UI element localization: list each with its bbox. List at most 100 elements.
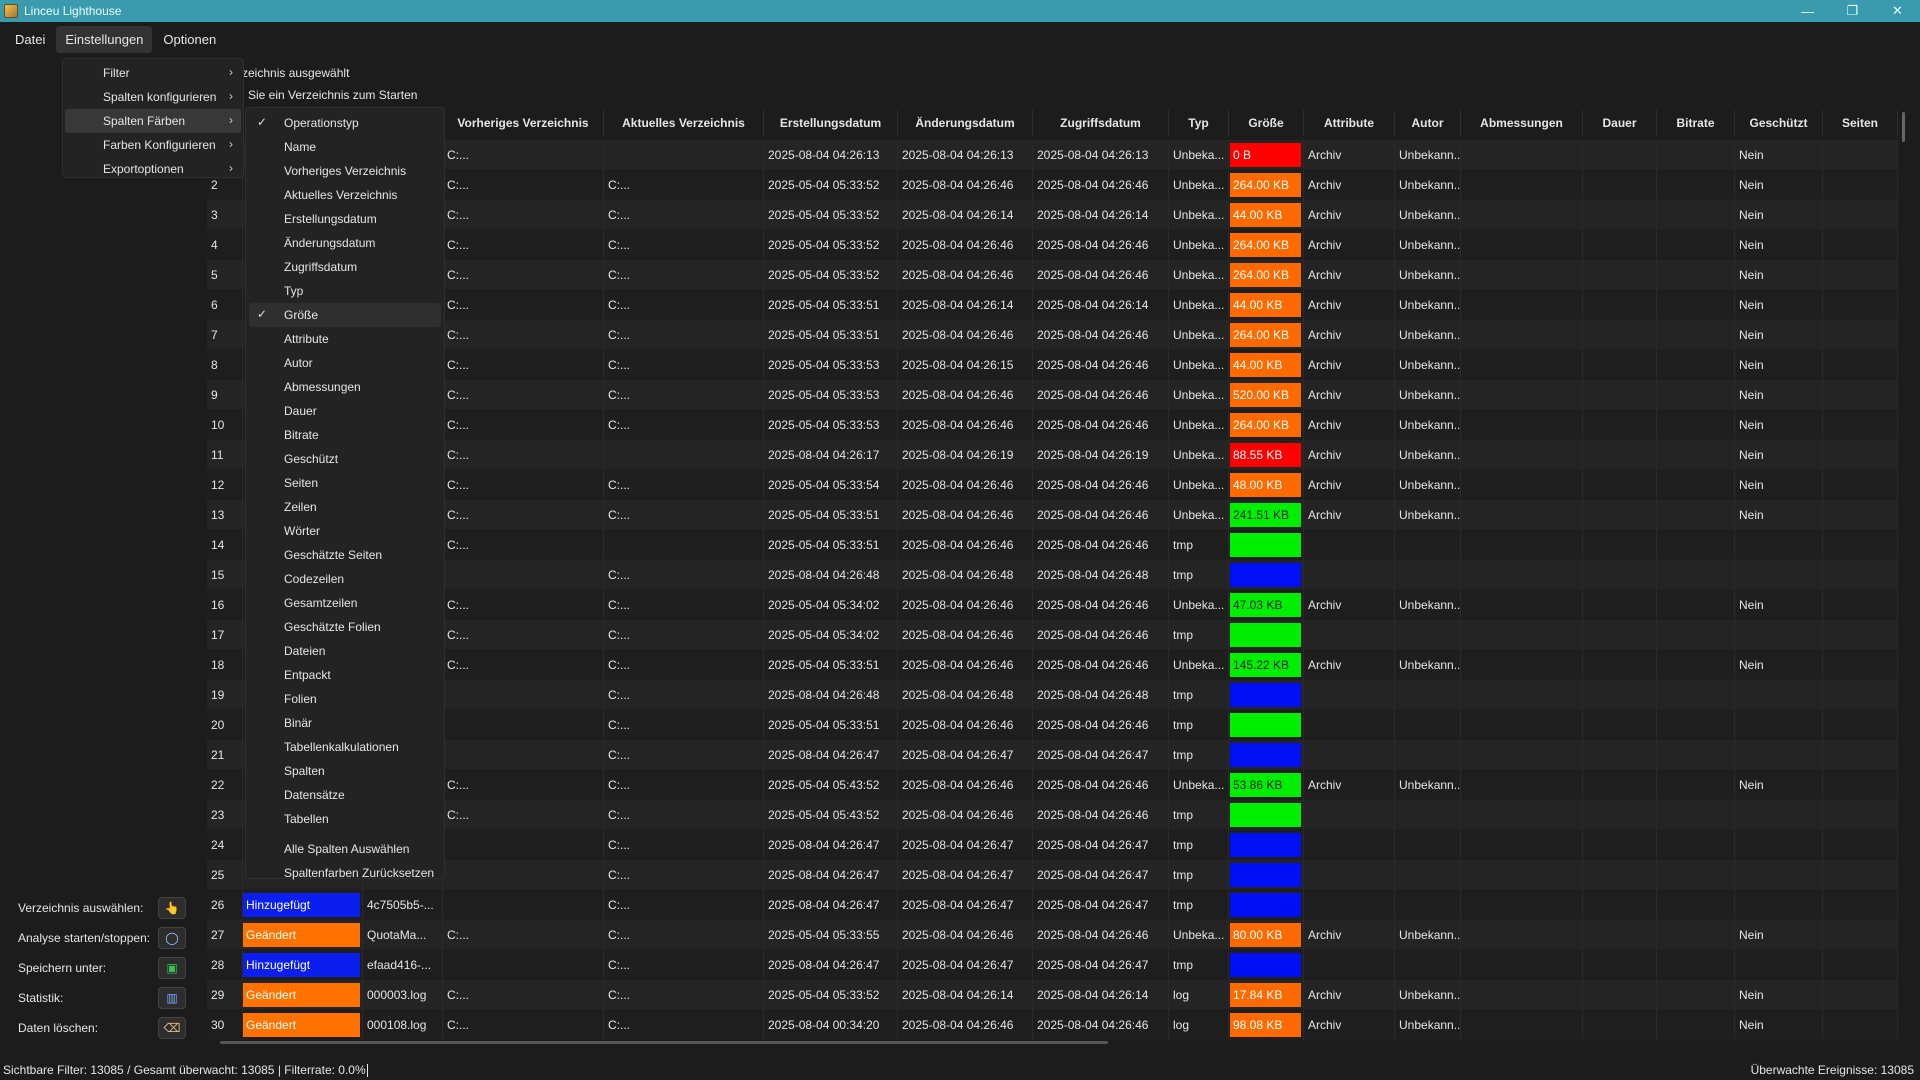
column-header[interactable]: Attribute <box>1304 110 1395 136</box>
table-row[interactable]: 24 C:... 2025-08-04 04:26:47 2025-08-04 04:… <box>207 830 1898 860</box>
table-row[interactable]: 22 C:... C:... 2025-05-04 05:43:52 2025-08-0… <box>207 770 1898 800</box>
column-header[interactable]: Dauer <box>1583 110 1657 136</box>
size-badge <box>1230 863 1301 887</box>
color-column-option[interactable]: ✓ Operationstyp <box>249 111 441 135</box>
stats-icon[interactable]: ▥ <box>158 987 186 1009</box>
table-row[interactable]: 8 C:... C:... 2025-05-04 05:33:53 2025-08-04… <box>207 350 1898 380</box>
select-all-columns-item[interactable]: Alle Spalten Auswählen <box>284 842 410 856</box>
table-row[interactable]: 11 C:... 2025-08-04 04:26:17 2025-08-04 04:… <box>207 440 1898 470</box>
table-row[interactable]: 25 C:... 2025-08-04 04:26:47 2025-08-04 04:… <box>207 860 1898 890</box>
table-row[interactable]: 14 C:... 2025-05-04 05:33:51 2025-08-04 04:… <box>207 530 1898 560</box>
table-cell: Hinzugefügt <box>243 890 363 920</box>
horizontal-scrollbar[interactable] <box>220 1041 1108 1044</box>
color-column-option[interactable]: Entpackt <box>249 663 441 687</box>
column-header[interactable]: Zugriffsdatum <box>1033 110 1169 136</box>
table-row[interactable]: 16 C:... C:... 2025-05-04 05:34:02 2025-08-0… <box>207 590 1898 620</box>
table-row[interactable]: 12 C:... C:... 2025-05-04 05:33:54 2025-08-0… <box>207 470 1898 500</box>
hand-pointer-icon[interactable]: 👆 <box>158 897 186 919</box>
color-column-option[interactable]: Abmessungen <box>249 375 441 399</box>
table-row[interactable]: 19 C:... 2025-08-04 04:26:48 2025-08-04 04:… <box>207 680 1898 710</box>
table-row[interactable]: 21 C:... 2025-08-04 04:26:47 2025-08-04 04:… <box>207 740 1898 770</box>
color-column-option[interactable]: Dateien <box>249 639 441 663</box>
menu-item-farben-konfigurieren[interactable]: Farben Konfigurieren › <box>65 133 241 157</box>
color-column-option[interactable]: Änderungsdatum <box>249 231 441 255</box>
color-column-option[interactable]: Tabellenkalkulationen <box>249 735 441 759</box>
table-row[interactable]: 3 C:... C:... 2025-05-04 05:33:52 2025-08-04… <box>207 200 1898 230</box>
menu-item-filter[interactable]: Filter › <box>65 61 241 85</box>
table-row[interactable]: 15 C:... 2025-08-04 04:26:48 2025-08-04 04:… <box>207 560 1898 590</box>
table-row[interactable]: 26 Hinzugefügt 4c7505b5-... C:... 2025-08-04… <box>207 890 1898 920</box>
table-cell <box>1735 530 1823 560</box>
column-header[interactable]: Vorheriges Verzeichnis <box>443 110 604 136</box>
column-header[interactable]: Bitrate <box>1657 110 1735 136</box>
color-column-option[interactable]: Aktuelles Verzeichnis <box>249 183 441 207</box>
table-cell: Geändert <box>243 1010 363 1040</box>
color-column-option[interactable]: Codezeilen <box>249 567 441 591</box>
table-row[interactable]: 5 C:... C:... 2025-05-04 05:33:52 2025-08-04… <box>207 260 1898 290</box>
vertical-scrollbar[interactable] <box>1902 112 1905 142</box>
table-row[interactable]: 6 C:... C:... 2025-05-04 05:33:51 2025-08-04… <box>207 290 1898 320</box>
color-column-option[interactable]: Zeilen <box>249 495 441 519</box>
color-column-option[interactable]: Geschätzte Seiten <box>249 543 441 567</box>
column-header[interactable]: Aktuelles Verzeichnis <box>604 110 764 136</box>
save-icon[interactable]: ▣ <box>158 957 186 979</box>
close-icon[interactable]: ✕ <box>1892 3 1903 18</box>
table-row[interactable]: 29 Geändert 000003.log C:... C:... 2025-05-04… <box>207 980 1898 1010</box>
column-header[interactable]: Erstellungsdatum <box>764 110 898 136</box>
column-header[interactable]: Änderungsdatum <box>898 110 1033 136</box>
table-row[interactable]: 20 C:... 2025-05-04 05:33:51 2025-08-04 04:… <box>207 710 1898 740</box>
menu-datei[interactable]: Datei <box>15 31 46 47</box>
table-row[interactable]: 2 C:... C:... 2025-05-04 05:33:52 2025-08-04… <box>207 170 1898 200</box>
menu-optionen[interactable]: Optionen <box>163 31 217 47</box>
table-row[interactable]: 27 Geändert QuotaMa... C:... C:... 2025-05-04… <box>207 920 1898 950</box>
table-cell: 10 <box>207 410 243 440</box>
color-column-option[interactable]: Bitrate <box>249 423 441 447</box>
maximize-icon[interactable]: ❐ <box>1846 3 1859 18</box>
column-header[interactable]: Seiten <box>1823 110 1898 136</box>
menu-item-exportoptionen[interactable]: Exportoptionen › <box>65 157 241 181</box>
delete-icon[interactable]: ⌫ <box>158 1017 186 1039</box>
table-row[interactable]: 17 C:... C:... 2025-05-04 05:34:02 2025-08-0… <box>207 620 1898 650</box>
color-column-option[interactable]: Zugriffsdatum <box>249 255 441 279</box>
color-column-option[interactable]: Vorheriges Verzeichnis <box>249 159 441 183</box>
column-header[interactable]: Abmessungen <box>1461 110 1583 136</box>
table-row[interactable]: 28 Hinzugefügt efaad416-... C:... 2025-08-04… <box>207 950 1898 980</box>
color-column-option[interactable]: Binär <box>249 711 441 735</box>
color-column-option[interactable]: Geschätzte Folien <box>249 615 441 639</box>
color-column-option[interactable]: Tabellen <box>249 807 441 831</box>
minimize-icon[interactable]: — <box>1801 3 1814 19</box>
table-row[interactable]: 18 C:... C:... 2025-05-04 05:33:51 2025-08-0… <box>207 650 1898 680</box>
color-column-option[interactable]: Name <box>249 135 441 159</box>
table-row[interactable]: 30 Geändert 000108.log C:... C:... 2025-08-04… <box>207 1010 1898 1040</box>
color-column-option[interactable]: Folien <box>249 687 441 711</box>
table-row[interactable]: 9 C:... C:... 2025-05-04 05:33:53 2025-08-04… <box>207 380 1898 410</box>
color-column-option[interactable]: Datensätze <box>249 783 441 807</box>
menu-einstellungen[interactable]: Einstellungen <box>56 25 153 53</box>
reset-column-colors-item[interactable]: Spaltenfarben Zurücksetzen <box>284 866 435 880</box>
color-column-option[interactable]: Geschützt <box>249 447 441 471</box>
color-column-option[interactable]: Autor <box>249 351 441 375</box>
color-column-option[interactable]: Spalten <box>249 759 441 783</box>
menu-item-spalten-konfigurieren[interactable]: Spalten konfigurieren › <box>65 85 241 109</box>
color-column-option[interactable]: Dauer <box>249 399 441 423</box>
table-row[interactable]: 13 C:... C:... 2025-05-04 05:33:51 2025-08-0… <box>207 500 1898 530</box>
table-row[interactable]: 10 C:... C:... 2025-05-04 05:33:53 2025-08-0… <box>207 410 1898 440</box>
column-header[interactable]: Größe <box>1229 110 1304 136</box>
color-column-option[interactable]: Erstellungsdatum <box>249 207 441 231</box>
color-column-option[interactable]: Wörter <box>249 519 441 543</box>
color-column-option[interactable]: Seiten <box>249 471 441 495</box>
table-row[interactable]: 23 C:... C:... 2025-05-04 05:43:52 2025-08-0… <box>207 800 1898 830</box>
color-column-option[interactable]: Typ <box>249 279 441 303</box>
column-header[interactable]: Autor <box>1395 110 1461 136</box>
column-header[interactable]: Geschützt <box>1735 110 1823 136</box>
column-header[interactable]: Typ <box>1169 110 1229 136</box>
table-row[interactable]: 4 C:... C:... 2025-05-04 05:33:52 2025-08-04… <box>207 230 1898 260</box>
play-stop-icon[interactable]: ◯ <box>158 927 186 949</box>
color-column-option[interactable]: ✓ Größe <box>249 303 441 327</box>
color-column-option[interactable]: Attribute <box>249 327 441 351</box>
color-column-option[interactable]: Gesamtzeilen <box>249 591 441 615</box>
menu-item-spalten-faerben[interactable]: Spalten Färben › <box>65 109 241 133</box>
table-row[interactable]: 7 C:... C:... 2025-05-04 05:33:51 2025-08-04… <box>207 320 1898 350</box>
table-cell: 2025-08-04 04:26:46 <box>898 530 1033 560</box>
